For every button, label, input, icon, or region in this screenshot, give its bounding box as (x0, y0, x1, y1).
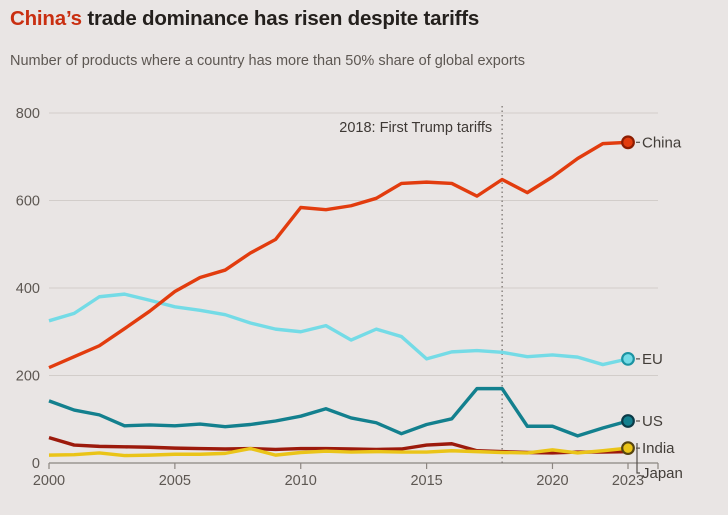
y-tick-label: 600 (16, 194, 40, 210)
series-leader-japan (636, 443, 640, 474)
y-tick-label: 0 (32, 456, 40, 472)
y-tick-label: 800 (16, 106, 40, 122)
x-tick-label: 2020 (536, 473, 568, 489)
series-line-eu (48, 292, 629, 367)
series-line-us (48, 386, 629, 438)
x-tick-label: 2023 (612, 473, 644, 489)
series-label-india: India (642, 440, 675, 457)
y-tick-label: 400 (16, 281, 40, 297)
x-tick-label: 2015 (410, 473, 442, 489)
title-highlight: China’s (10, 7, 82, 30)
annotation-label: 2018: First Trump tariffs (339, 120, 492, 136)
series-label-japan: Japan (642, 465, 683, 482)
series-marker-eu (621, 351, 635, 366)
title-rest: trade dominance has risen despite tariff… (81, 7, 480, 30)
series-label-china: China (642, 134, 682, 151)
x-tick-label: 2010 (285, 473, 317, 489)
series-marker-india (621, 441, 635, 456)
series-marker-china (621, 135, 635, 150)
chart-header: China’s trade dominance has risen despit… (10, 7, 479, 31)
series-line-china (48, 140, 629, 370)
x-tick-label: 2005 (159, 473, 191, 489)
chart-title: China’s trade dominance has risen despit… (10, 7, 479, 31)
y-tick-label: 200 (16, 369, 40, 385)
series-marker-us (621, 414, 635, 428)
series-label-us: US (642, 413, 663, 430)
series-line-india (48, 446, 629, 458)
line-chart: 0 200 400 600 800 2000 2005 2010 2015 2020 2023 201… (16, 106, 683, 489)
chart-subtitle: Number of products where a country has m… (10, 53, 526, 69)
x-tick-label: 2000 (33, 473, 65, 489)
series-label-eu: EU (642, 351, 663, 368)
